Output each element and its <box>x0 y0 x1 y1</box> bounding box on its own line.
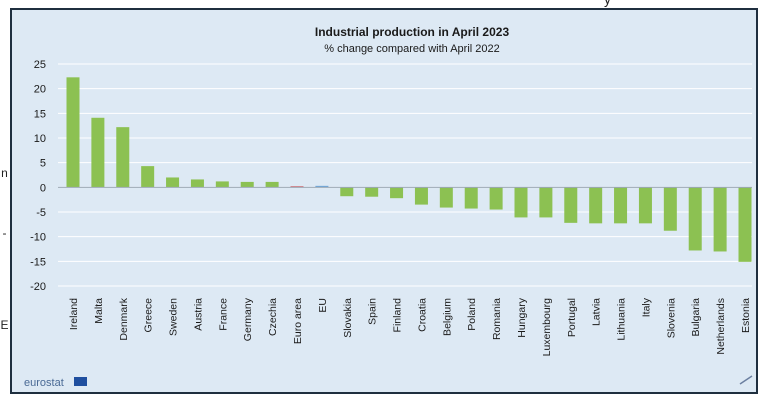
bars <box>66 77 752 262</box>
chart-title: Industrial production in April 2023 <box>315 25 510 39</box>
bar-portugal <box>564 187 578 223</box>
y-tick-label: -15 <box>30 256 46 268</box>
cropped-text-left-2: - <box>2 226 7 240</box>
bar-slovakia <box>340 187 354 197</box>
x-tick-label: Ireland <box>68 298 80 330</box>
y-tick-label: 25 <box>34 59 46 71</box>
bar-estonia <box>738 187 752 262</box>
x-tick-label: Italy <box>640 297 652 317</box>
x-tick-label: Malta <box>93 298 105 324</box>
cropped-text-left-3: E <box>0 318 9 332</box>
bar-latvia <box>589 187 603 224</box>
eurostat-logo: eurostat <box>24 377 87 389</box>
x-tick-label: Poland <box>466 298 478 331</box>
x-tick-label: Slovenia <box>665 298 677 338</box>
x-tick-label: Spain <box>367 298 379 325</box>
bar-netherlands <box>713 187 727 252</box>
bar-chart: Industrial production in April 2023 % ch… <box>24 25 753 389</box>
gridlines <box>58 63 752 287</box>
x-tick-label: Denmark <box>118 297 130 340</box>
x-tick-label: Romania <box>491 298 503 340</box>
bar-austria <box>190 179 204 188</box>
y-tick-label: -5 <box>36 207 46 219</box>
y-tick-label: 5 <box>40 158 46 170</box>
x-tick-label: Latvia <box>591 298 603 326</box>
x-tick-label: Hungary <box>516 297 528 337</box>
x-tick-label: Luxembourg <box>541 298 553 357</box>
bar-greece <box>141 166 155 188</box>
bar-spain <box>365 187 379 197</box>
x-tick-label: Sweden <box>168 298 180 336</box>
bar-poland <box>464 187 478 209</box>
bar-lithuania <box>614 187 628 224</box>
bar-hungary <box>514 187 528 218</box>
chart-panel: Industrial production in April 2023 % ch… <box>10 8 758 394</box>
bar-romania <box>489 187 503 210</box>
x-tick-label: Slovakia <box>342 298 354 338</box>
x-tick-label: Croatia <box>416 298 428 332</box>
x-tick-label: Czechia <box>267 298 279 336</box>
y-tick-label: 15 <box>34 108 46 120</box>
x-tick-label: France <box>217 298 229 331</box>
bar-finland <box>390 187 404 199</box>
corner-arrow-icon <box>739 375 753 385</box>
bar-germany <box>240 181 254 188</box>
chart-subtitle: % change compared with April 2022 <box>324 43 500 55</box>
y-tick-label: 10 <box>34 133 46 145</box>
x-tick-label: Greece <box>143 298 155 333</box>
cropped-text-top: y <box>604 0 611 7</box>
bar-slovenia <box>663 187 677 231</box>
x-tick-label: Austria <box>192 298 204 331</box>
eurostat-logo-text: eurostat <box>24 377 64 389</box>
bar-luxembourg <box>539 187 553 218</box>
x-axis-labels: Ireland Malta Denmark Greece Sweden Austria Fr… <box>68 297 752 356</box>
x-tick-label: Belgium <box>441 298 453 336</box>
y-tick-label: -20 <box>30 281 46 293</box>
bar-croatia <box>414 187 428 205</box>
x-tick-label: Germany <box>242 297 254 341</box>
bar-eu <box>315 185 329 188</box>
bar-denmark <box>116 127 130 188</box>
bar-italy <box>638 187 652 224</box>
eu-flag-icon <box>74 377 87 386</box>
x-tick-label: Lithuania <box>616 298 628 341</box>
bar-france <box>215 181 229 188</box>
x-tick-label: Finland <box>392 298 404 333</box>
x-tick-label: Netherlands <box>715 298 727 355</box>
x-tick-label: Bulgaria <box>690 298 702 337</box>
bar-czechia <box>265 181 279 188</box>
bar-bulgaria <box>688 187 702 251</box>
x-tick-label: EU <box>317 298 329 313</box>
y-axis-ticks: 25 20 15 10 5 0 -5 -10 -15 -20 <box>30 59 46 293</box>
bar-malta <box>91 117 105 188</box>
x-tick-label: Portugal <box>566 298 578 337</box>
bar-belgium <box>439 187 453 208</box>
cropped-text-left-1: n <box>1 166 8 180</box>
y-tick-label: -10 <box>30 232 46 244</box>
x-tick-label: Euro area <box>292 298 304 344</box>
bar-ireland <box>66 77 80 188</box>
bar-sweden <box>166 177 180 188</box>
y-tick-label: 20 <box>34 84 46 96</box>
y-tick-label: 0 <box>40 182 46 194</box>
x-tick-label: Estonia <box>740 298 752 333</box>
